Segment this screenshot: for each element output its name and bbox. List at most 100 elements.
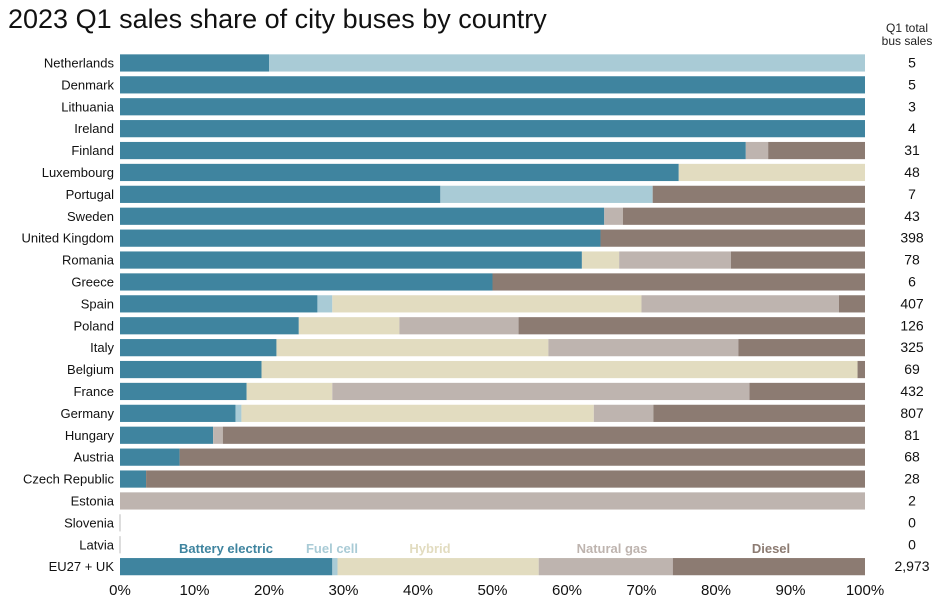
total-value-lithuania: 3: [908, 98, 916, 114]
legend-label-diesel: Diesel: [752, 541, 790, 556]
x-tick-label-9: 90%: [775, 582, 805, 599]
bar-segment-portugal-fuel-cell: [440, 185, 653, 203]
bar-segment-united-kingdom-battery-electric: [120, 229, 601, 247]
x-tick-label-10: 100%: [846, 582, 884, 599]
bar-segment-greece-diesel: [492, 273, 865, 291]
total-value-denmark: 5: [908, 76, 916, 92]
bar-segment-portugal-battery-electric: [120, 185, 441, 203]
total-value-greece: 6: [908, 273, 916, 289]
category-label-eu27-uk: EU27 + UK: [49, 559, 115, 574]
total-value-portugal: 7: [908, 186, 916, 202]
bar-segment-france-battery-electric: [120, 382, 247, 401]
category-label-belgium: Belgium: [67, 362, 114, 377]
bar-segment-belgium-hybrid: [261, 360, 858, 379]
bar-segment-italy-battery-electric: [120, 339, 277, 357]
bar-segment-eu27-uk-hybrid: [337, 558, 539, 576]
bar-segment-spain-fuel-cell: [317, 295, 333, 313]
bar-segment-eu27-uk-natural-gas: [538, 558, 673, 576]
total-value-luxembourg: 48: [904, 164, 920, 180]
total-value-united-kingdom: 398: [900, 230, 924, 246]
bar-segment-netherlands-fuel-cell: [269, 54, 865, 72]
bar-segment-finland-battery-electric: [120, 141, 746, 160]
category-label-france: France: [74, 384, 114, 399]
total-value-hungary: 81: [904, 427, 920, 443]
total-value-eu27-uk: 2,973: [894, 558, 929, 574]
category-label-ireland: Ireland: [74, 121, 114, 136]
bar-segment-luxembourg-hybrid: [678, 163, 865, 182]
category-label-portugal: Portugal: [66, 187, 115, 202]
total-value-czech-republic: 28: [904, 471, 920, 487]
bar-segment-sweden-battery-electric: [120, 207, 605, 225]
category-label-czech-republic: Czech Republic: [23, 472, 115, 487]
bar-segment-spain-battery-electric: [120, 295, 318, 313]
bar-segment-denmark-battery-electric: [120, 76, 865, 94]
bar-segment-finland-natural-gas: [745, 141, 769, 160]
category-label-germany: Germany: [61, 406, 115, 421]
bar-segment-eu27-uk-diesel: [672, 558, 865, 576]
legend-label-fuel-cell: Fuel cell: [306, 541, 358, 556]
bar-segment-austria-diesel: [179, 448, 866, 466]
bar-segment-czech-republic-battery-electric: [120, 470, 147, 488]
legend-label-natural-gas: Natural gas: [577, 541, 648, 556]
x-tick-label-2: 20%: [254, 582, 284, 599]
chart-title: 2023 Q1 sales share of city buses by cou…: [8, 4, 547, 34]
category-label-hungary: Hungary: [65, 428, 115, 443]
total-value-sweden: 43: [904, 208, 920, 224]
bar-segment-spain-hybrid: [332, 295, 642, 313]
bar-segment-netherlands-battery-electric: [120, 54, 269, 72]
bar-segment-germany-battery-electric: [120, 404, 236, 422]
total-value-spain: 407: [900, 295, 924, 311]
bar-segment-poland-battery-electric: [120, 317, 299, 335]
total-value-finland: 31: [904, 142, 920, 158]
x-tick-label-5: 50%: [477, 582, 507, 599]
bar-segment-italy-natural-gas: [548, 339, 739, 357]
x-tick-label-7: 70%: [626, 582, 656, 599]
total-value-belgium: 69: [904, 361, 920, 377]
bar-segment-spain-diesel: [838, 295, 865, 313]
bar-segment-eu27-uk-fuel-cell: [332, 558, 338, 576]
bar-segment-germany-hybrid: [241, 404, 594, 422]
total-value-ireland: 4: [908, 120, 916, 136]
bar-segment-united-kingdom-diesel: [600, 229, 865, 247]
total-value-romania: 78: [904, 252, 920, 268]
bar-segment-italy-hybrid: [276, 339, 549, 357]
category-label-poland: Poland: [74, 318, 114, 333]
bar-segment-czech-republic-diesel: [146, 470, 865, 488]
x-tick-label-8: 80%: [701, 582, 731, 599]
category-label-sweden: Sweden: [67, 209, 114, 224]
total-value-germany: 807: [900, 405, 924, 421]
bar-segment-poland-natural-gas: [399, 317, 519, 335]
category-label-austria: Austria: [74, 450, 115, 465]
total-value-italy: 325: [900, 339, 924, 355]
category-label-denmark: Denmark: [61, 77, 114, 92]
x-tick-label-1: 10%: [179, 582, 209, 599]
bar-segment-finland-diesel: [768, 141, 865, 160]
bar-segment-france-diesel: [749, 382, 865, 401]
bar-segment-romania-natural-gas: [619, 251, 731, 269]
legend-label-hybrid: Hybrid: [409, 541, 450, 556]
bar-segment-luxembourg-battery-electric: [120, 163, 679, 182]
total-value-poland: 126: [900, 317, 924, 333]
bar-segment-france-natural-gas: [332, 382, 750, 401]
bar-segment-poland-hybrid: [298, 317, 400, 335]
bar-segment-hungary-battery-electric: [120, 426, 214, 444]
total-value-austria: 68: [904, 449, 920, 465]
bar-segment-spain-natural-gas: [641, 295, 839, 313]
bar-segment-austria-battery-electric: [120, 448, 180, 466]
x-tick-label-4: 40%: [403, 582, 433, 599]
bar-segment-sweden-diesel: [622, 207, 865, 225]
bar-segment-poland-diesel: [518, 317, 865, 335]
total-value-estonia: 2: [908, 492, 916, 508]
category-label-romania: Romania: [62, 253, 115, 268]
bar-segment-belgium-diesel: [857, 360, 865, 379]
bar-segment-eu27-uk-battery-electric: [120, 558, 333, 576]
empty-bar-marker-slovenia: [119, 514, 121, 532]
bar-segment-sweden-natural-gas: [604, 207, 623, 225]
x-tick-label-6: 60%: [552, 582, 582, 599]
empty-bar-marker-latvia: [119, 536, 121, 554]
category-label-estonia: Estonia: [71, 493, 115, 508]
legend-label-battery-electric: Battery electric: [179, 541, 273, 556]
category-label-lithuania: Lithuania: [61, 99, 115, 114]
bar-segment-greece-battery-electric: [120, 273, 493, 291]
